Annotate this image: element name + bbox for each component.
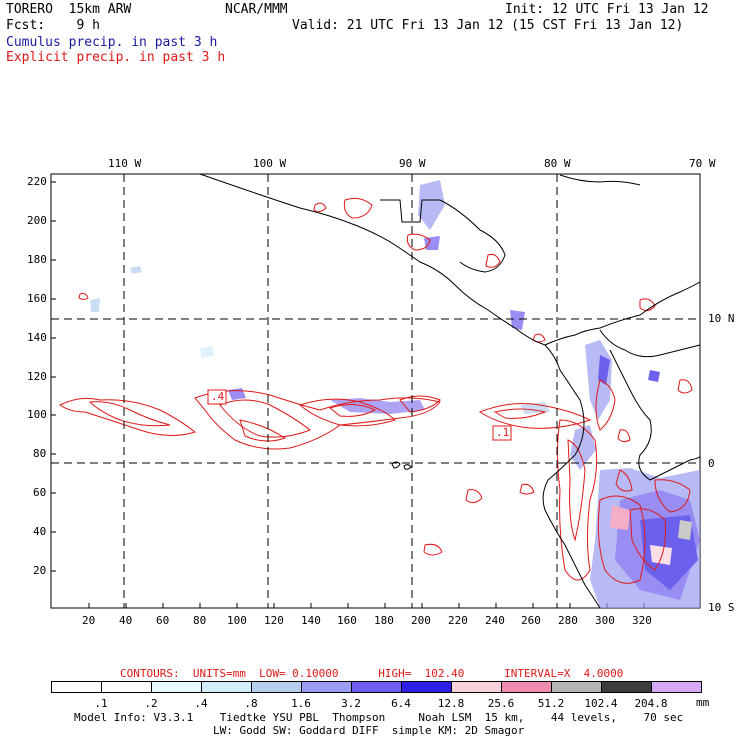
colorbar-cell (251, 681, 302, 693)
x-tick-160: 160 (337, 614, 357, 627)
colorbar-label: .2 (144, 697, 158, 710)
y-tick-100: 100 (27, 408, 47, 421)
x-tick-180: 180 (374, 614, 394, 627)
colorbar-label: 102.4 (584, 697, 618, 710)
y-tick-80: 80 (33, 447, 47, 460)
lon-label-70w: 70 W (689, 157, 716, 170)
colorbar-label: .4 (194, 697, 208, 710)
colorbar-label: 3.2 (341, 697, 361, 710)
colorbar-label: 25.6 (487, 697, 515, 710)
colorbar-cell (151, 681, 202, 693)
lon-label-110w: 110 W (108, 157, 142, 170)
lat-label-10s: 10 S (708, 601, 735, 614)
x-tick-140: 140 (301, 614, 321, 627)
colorbar-cell (351, 681, 402, 693)
x-tick-220: 220 (448, 614, 468, 627)
x-tick-marks (88, 603, 645, 608)
model-title: TORERO 15km ARW (6, 2, 132, 17)
x-tick-240: 240 (485, 614, 505, 627)
colorbar-cell (401, 681, 452, 693)
colorbar-label: 1.6 (291, 697, 311, 710)
x-tick-120: 120 (264, 614, 284, 627)
lon-label-90w: 90 W (399, 157, 426, 170)
y-tick-140: 140 (27, 331, 47, 344)
init-time: Init: 12 UTC Fri 13 Jan 12 (505, 2, 709, 17)
colorbar-cell (301, 681, 352, 693)
forecast-hour: Fcst: 9 h (6, 18, 100, 33)
y-tick-40: 40 (33, 525, 47, 538)
lon-label-100w: 100 W (253, 157, 287, 170)
x-tick-20: 20 (82, 614, 96, 627)
lon-label-80w: 80 W (544, 157, 571, 170)
x-tick-60: 60 (156, 614, 170, 627)
model-physics: LW: Godd SW: Goddard DIFF simple KM: 2D … (213, 724, 525, 737)
lat-label-10n: 10 N (708, 312, 735, 325)
colorbar-label: 51.2 (537, 697, 565, 710)
field-label-explicit: Explicit precip. in past 3 h (6, 50, 226, 65)
x-tick-320: 320 (632, 614, 652, 627)
x-tick-100: 100 (227, 614, 247, 627)
x-tick-280: 280 (558, 614, 578, 627)
org-title: NCAR/MMM (225, 2, 288, 17)
y-tick-180: 180 (27, 253, 47, 266)
colorbar-label: .8 (244, 697, 258, 710)
colorbar-cell (551, 681, 602, 693)
x-tick-260: 260 (521, 614, 541, 627)
y-tick-220: 220 (27, 175, 47, 188)
y-tick-marks (51, 181, 56, 572)
x-tick-300: 300 (595, 614, 615, 627)
x-tick-80: 80 (193, 614, 207, 627)
map-frame (50, 173, 701, 609)
contour-label-a: .4 (211, 390, 225, 403)
colorbar-label: 12.8 (437, 697, 465, 710)
colorbar-cell (601, 681, 652, 693)
coastlines (199, 173, 701, 609)
colorbar-cell (651, 681, 702, 693)
colorbar-label: .1 (94, 697, 108, 710)
contour-label-boxes (207, 389, 512, 441)
valid-time: Valid: 21 UTC Fri 13 Jan 12 (15 CST Fri … (292, 18, 684, 33)
x-tick-40: 40 (119, 614, 133, 627)
contour-label-b: .1 (496, 426, 510, 439)
lat-label-0: 0 (708, 457, 715, 470)
y-tick-20: 20 (33, 564, 47, 577)
y-tick-160: 160 (27, 292, 47, 305)
y-tick-120: 120 (27, 370, 47, 383)
colorbar-label: 204.8 (634, 697, 668, 710)
x-tick-200: 200 (411, 614, 431, 627)
colorbar-cell (101, 681, 152, 693)
latlon-grid (51, 174, 700, 608)
colorbar-unit: mm (696, 696, 710, 709)
colorbar-cell (201, 681, 252, 693)
colorbar-cell (501, 681, 552, 693)
contours-info: CONTOURS: UNITS=mm LOW= 0.10000 HIGH= 10… (120, 667, 624, 680)
model-info: Model Info: V3.3.1 Tiedtke YSU PBL Thomp… (74, 711, 684, 724)
cumulus-precip-shading (90, 180, 700, 608)
colorbar-cell (451, 681, 502, 693)
colorbar-label: 6.4 (391, 697, 411, 710)
colorbar-cell (51, 681, 102, 693)
y-tick-60: 60 (33, 486, 47, 499)
y-tick-200: 200 (27, 214, 47, 227)
field-label-cumulus: Cumulus precip. in past 3 h (6, 35, 218, 50)
